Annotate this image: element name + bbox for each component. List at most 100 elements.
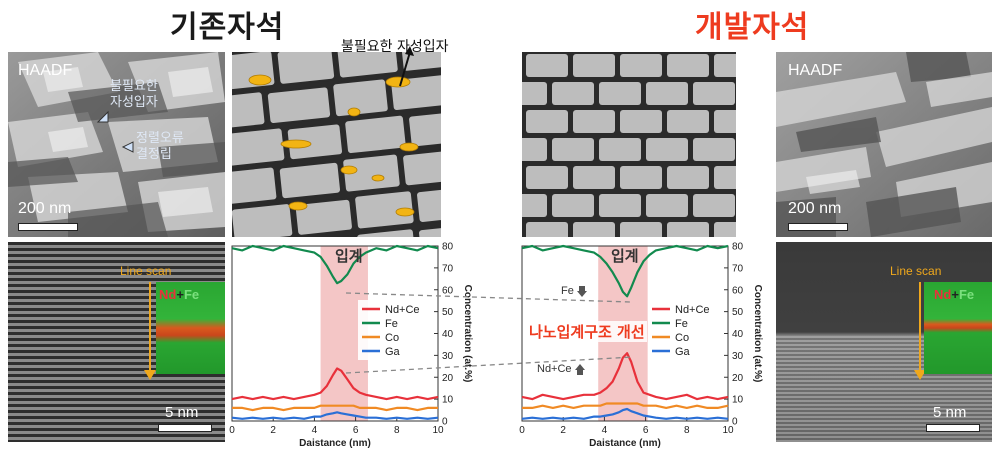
eds-map-legend-right: Nd+Fe [934, 287, 974, 302]
scale-bar-bottom-left [158, 424, 212, 432]
grain-brick [573, 222, 615, 237]
grain-brick [667, 110, 709, 133]
scale-bar-top-right [788, 223, 848, 231]
series-line-fe [521, 244, 729, 298]
eds-map-legend-left: Nd+Fe [159, 287, 199, 302]
haadf-texture-right [776, 52, 992, 237]
haadf-label-right: HAADF [788, 62, 843, 79]
y-tick-label: 30 [732, 351, 744, 362]
x-tick-label: 10 [722, 425, 734, 436]
line-scan-arrow-icon [914, 370, 926, 380]
grain-brick [552, 194, 594, 217]
legend-label: Nd+Ce [385, 304, 420, 316]
grain-brick [646, 82, 688, 105]
eds-map-right [924, 282, 992, 374]
grain-brick [522, 194, 547, 217]
boundary-label-left: 입계 [335, 247, 363, 265]
y-tick-label: 0 [442, 417, 448, 428]
y-tick-label: 0 [732, 417, 738, 428]
y-tick-label: 50 [442, 307, 454, 318]
grain-brick [522, 138, 547, 161]
scale-bar-top-left [18, 223, 78, 231]
scale-label-bottom-left: 5 nm [165, 404, 199, 421]
line-scan-line-left [149, 282, 151, 374]
grain-brick [646, 138, 688, 161]
y-tick-label: 30 [442, 351, 454, 362]
y-tick-label: 70 [442, 263, 454, 274]
boundary-label-right: 입계 [611, 247, 639, 265]
grain-brick [693, 138, 735, 161]
annot-particle-left: 불필요한 자성입자 [110, 78, 158, 110]
grain-brick [573, 54, 615, 77]
y-tick-label: 20 [442, 373, 454, 384]
scale-bar-bottom-right [926, 424, 980, 432]
x-tick-label: 0 [519, 425, 525, 436]
y-tick-label: 60 [442, 285, 454, 296]
legend-label: Fe [385, 318, 398, 330]
y-tick-label: 50 [732, 307, 744, 318]
arrow-down-icon [576, 285, 587, 297]
x-tick-label: 4 [312, 425, 318, 436]
grain-brick [526, 110, 568, 133]
map-plus-left: + [176, 287, 184, 302]
y-tick-label: 70 [732, 263, 744, 274]
annot-grain-line1: 정렬오류 [136, 130, 184, 145]
scale-label-top-right: 200 nm [788, 200, 842, 217]
series-line-co [522, 402, 729, 409]
haadf-image-right: HAADF 200 nm [776, 52, 992, 237]
map-nd-left: Nd [159, 287, 177, 302]
grain-brick [693, 194, 735, 217]
grain-brick [714, 166, 736, 189]
grain-brick [522, 82, 547, 105]
grain-brick [552, 138, 594, 161]
nd-annotation: Nd+Ce [537, 363, 585, 375]
grain-brick [526, 222, 568, 237]
map-fe-left: Fe [183, 287, 200, 302]
y-tick-label: 20 [732, 373, 744, 384]
lattice-image-right: Line scan Nd+Fe 5 nm [776, 242, 992, 442]
grain-brick [573, 166, 615, 189]
series-line-nd-ce [521, 352, 729, 401]
x-axis-label: Daistance (nm) [589, 438, 661, 449]
scale-label-bottom-right: 5 nm [933, 404, 967, 421]
haadf-image-left: HAADF 불필요한 자성입자 정렬오류 결정립 200 nm [8, 52, 225, 237]
x-tick-label: 10 [432, 425, 444, 436]
grain-brick [646, 194, 688, 217]
y-tick-label: 80 [732, 242, 744, 253]
y-axis-label: Concentration (at.%) [752, 285, 763, 383]
series-line-ga [231, 411, 439, 420]
fe-annot-text: Fe [561, 285, 574, 297]
line-scan-arrow-icon [144, 370, 156, 380]
schematic-conventional [232, 52, 441, 237]
x-tick-label: 4 [602, 425, 608, 436]
y-tick-label: 60 [732, 285, 744, 296]
grain-brick [714, 54, 736, 77]
scale-label-top-left: 200 nm [18, 200, 72, 217]
x-tick-label: 0 [229, 425, 235, 436]
annot-grain-left: 정렬오류 결정립 [136, 130, 184, 162]
grain-brick [526, 54, 568, 77]
grain-brick [714, 110, 736, 133]
legend-label: Fe [675, 318, 688, 330]
y-axis-label: Concentration (at.%) [462, 285, 473, 383]
title-developed: 개발자석 [695, 10, 810, 45]
grain-brick [667, 166, 709, 189]
eds-map-left [156, 282, 225, 374]
improvement-label: 나노입계구조 개선 [527, 321, 647, 342]
annot-grain-line2: 결정립 [136, 146, 172, 161]
line-scan-label-right: Line scan [890, 264, 942, 278]
legend-label: Co [675, 332, 689, 344]
nd-annot-text: Nd+Ce [537, 363, 572, 375]
callout-arrow [399, 46, 414, 87]
grain-brick [599, 138, 641, 161]
series-line-co [232, 404, 438, 412]
grain-brick [667, 54, 709, 77]
grain-brick [667, 222, 709, 237]
grain-brick [714, 222, 736, 237]
x-tick-label: 2 [560, 425, 566, 436]
x-tick-label: 8 [684, 425, 690, 436]
annot-particle-line1: 불필요한 [110, 78, 158, 93]
series-line-fe [231, 244, 439, 285]
